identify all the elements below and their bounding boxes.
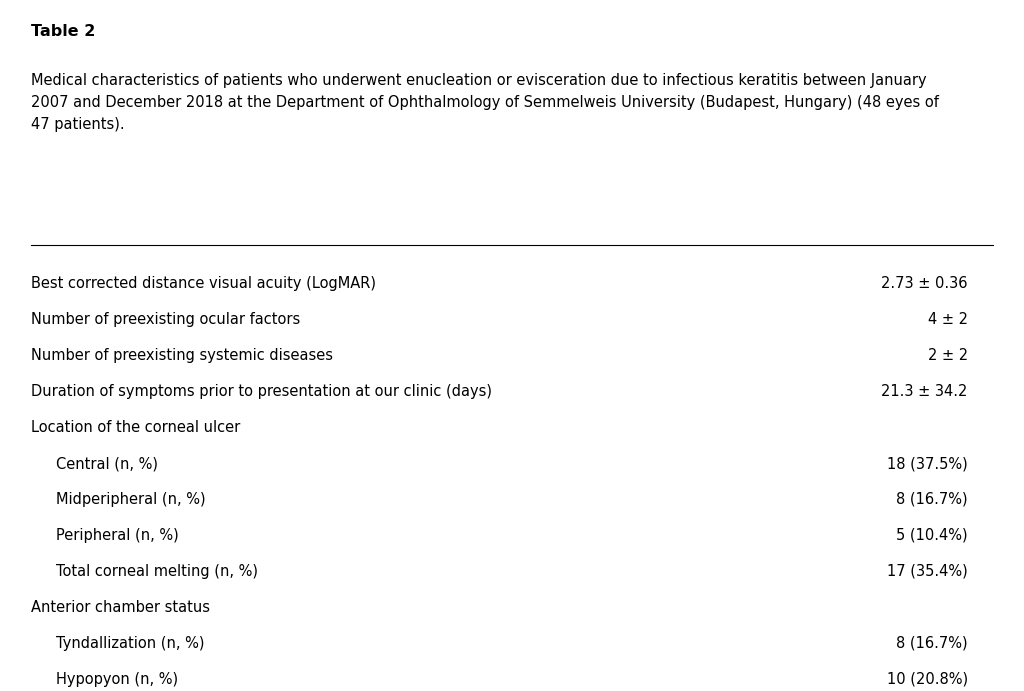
Text: 2 ± 2: 2 ± 2 bbox=[928, 348, 968, 363]
Text: 10 (20.8%): 10 (20.8%) bbox=[887, 672, 968, 687]
Text: Tyndallization (n, %): Tyndallization (n, %) bbox=[56, 636, 205, 651]
Text: 8 (16.7%): 8 (16.7%) bbox=[896, 492, 968, 507]
Text: Peripheral (n, %): Peripheral (n, %) bbox=[56, 528, 179, 543]
Text: Hypopyon (n, %): Hypopyon (n, %) bbox=[56, 672, 178, 687]
Text: 21.3 ± 34.2: 21.3 ± 34.2 bbox=[882, 384, 968, 399]
Text: Best corrected distance visual acuity (LogMAR): Best corrected distance visual acuity (L… bbox=[31, 276, 376, 292]
Text: 4 ± 2: 4 ± 2 bbox=[928, 312, 968, 328]
Text: Total corneal melting (n, %): Total corneal melting (n, %) bbox=[56, 564, 258, 579]
Text: 8 (16.7%): 8 (16.7%) bbox=[896, 636, 968, 651]
Text: Anterior chamber status: Anterior chamber status bbox=[31, 600, 210, 615]
Text: Number of preexisting ocular factors: Number of preexisting ocular factors bbox=[31, 312, 300, 328]
Text: 5 (10.4%): 5 (10.4%) bbox=[896, 528, 968, 543]
Text: 17 (35.4%): 17 (35.4%) bbox=[887, 564, 968, 579]
Text: Location of the corneal ulcer: Location of the corneal ulcer bbox=[31, 420, 240, 435]
Text: Number of preexisting systemic diseases: Number of preexisting systemic diseases bbox=[31, 348, 333, 363]
Text: Medical characteristics of patients who underwent enucleation or evisceration du: Medical characteristics of patients who … bbox=[31, 73, 939, 132]
Text: 18 (37.5%): 18 (37.5%) bbox=[887, 456, 968, 471]
Text: Table 2: Table 2 bbox=[31, 24, 95, 39]
Text: Midperipheral (n, %): Midperipheral (n, %) bbox=[56, 492, 206, 507]
Text: Duration of symptoms prior to presentation at our clinic (days): Duration of symptoms prior to presentati… bbox=[31, 384, 492, 399]
Text: 2.73 ± 0.36: 2.73 ± 0.36 bbox=[882, 276, 968, 292]
Text: Central (n, %): Central (n, %) bbox=[56, 456, 159, 471]
